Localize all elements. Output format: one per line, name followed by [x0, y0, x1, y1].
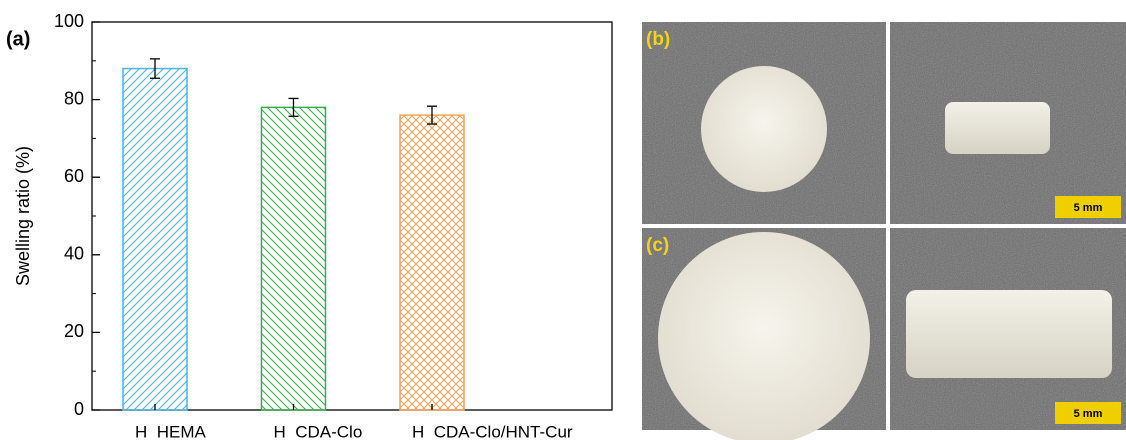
sample-top-view — [701, 66, 827, 192]
bar — [123, 69, 187, 410]
bar — [262, 107, 326, 410]
sample-top-view — [658, 232, 870, 440]
scale-bar-label: 5 mm — [1074, 408, 1103, 420]
scale-bar-label: 5 mm — [1074, 202, 1103, 214]
sample-side-view — [906, 290, 1112, 378]
y-tick-label: 100 — [54, 11, 84, 31]
bar — [400, 115, 464, 410]
x-tick-label: H HEMA — [135, 422, 207, 440]
y-tick-label: 80 — [64, 88, 84, 108]
y-tick-label: 40 — [64, 244, 84, 264]
x-tick-label: H CDA-Clo/HNT-Cur — [412, 422, 573, 440]
sample-side-view — [945, 102, 1050, 154]
x-tick-label: H CDA-Clo — [274, 422, 363, 440]
photo-grid: (b) (c) 5 mm 5 mm — [642, 22, 1126, 440]
y-tick-label: 60 — [64, 166, 84, 186]
panel-label: (b) — [646, 29, 670, 50]
panel-label: (c) — [646, 235, 669, 256]
plot: 0 20 40 60 80 100 H HEMA H CDA-Clo H CDA-Clo/HNT… — [54, 11, 612, 440]
panel-label: (a) — [6, 28, 30, 50]
y-tick-label: 20 — [64, 321, 84, 341]
y-axis-label: Swelling ratio (%) — [13, 146, 33, 286]
figure: (a) Swelling ratio (%) 0 20 40 60 80 100 H HEM… — [0, 0, 1126, 440]
y-tick-label: 0 — [74, 399, 84, 419]
